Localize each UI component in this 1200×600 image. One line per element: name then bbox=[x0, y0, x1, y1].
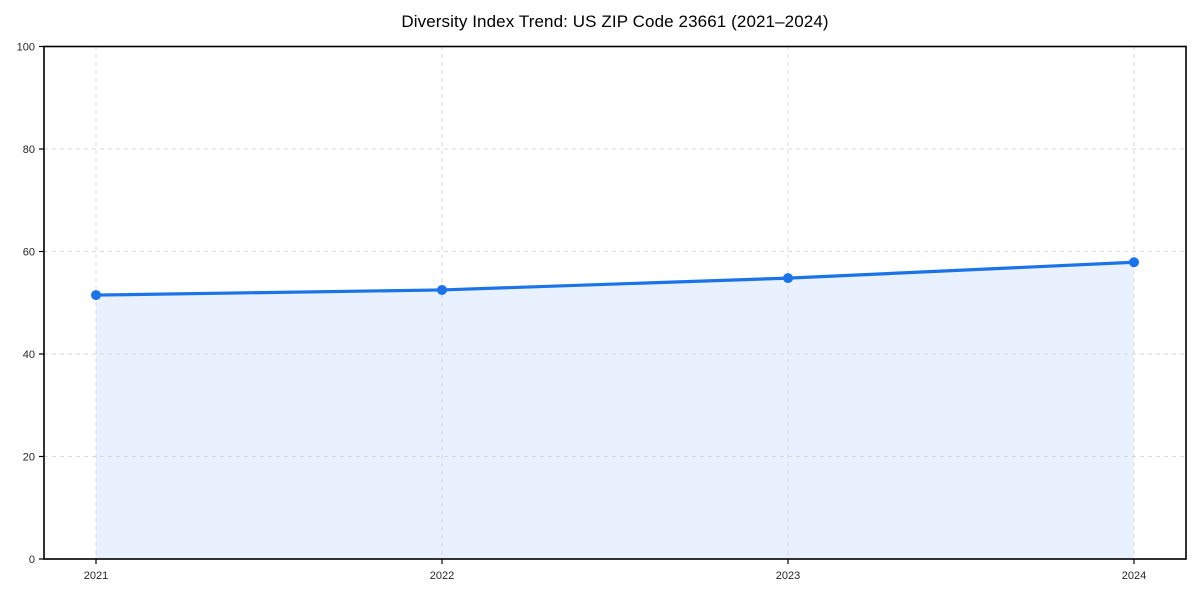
trend-line bbox=[94, 260, 1136, 297]
data-point-2023 bbox=[783, 273, 793, 284]
x-tick-label: 2021 bbox=[84, 570, 108, 582]
y-tick-label: 100 bbox=[17, 42, 35, 54]
x-tick-label: 2022 bbox=[430, 570, 454, 582]
area-fill bbox=[96, 262, 1134, 559]
data-point-2021 bbox=[91, 290, 101, 301]
y-tick-label: 20 bbox=[23, 452, 35, 464]
x-tick-label: 2023 bbox=[776, 570, 800, 582]
y-tick-label: 60 bbox=[23, 247, 35, 259]
data-point-2024 bbox=[1129, 257, 1139, 268]
chart-title: Diversity Index Trend: US ZIP Code 23661… bbox=[401, 12, 829, 31]
y-tick-label: 40 bbox=[23, 349, 35, 361]
axes-frame bbox=[43, 45, 1187, 560]
data-point-2022 bbox=[437, 284, 447, 295]
y-tick-label: 0 bbox=[29, 554, 35, 566]
x-tick-label: 2024 bbox=[1122, 570, 1146, 582]
y-tick-label: 80 bbox=[23, 144, 35, 156]
